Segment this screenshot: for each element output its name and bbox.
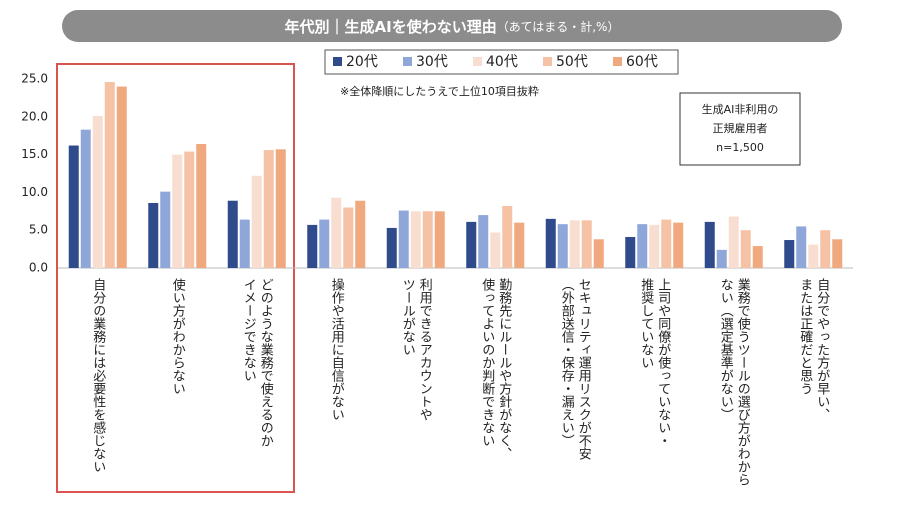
bar bbox=[728, 216, 739, 268]
bar bbox=[116, 86, 127, 268]
bar bbox=[398, 210, 409, 268]
bar bbox=[716, 249, 727, 268]
legend-swatch bbox=[403, 57, 412, 66]
legend-label: 30代 bbox=[416, 54, 448, 70]
bar bbox=[752, 246, 763, 268]
bar bbox=[263, 150, 274, 268]
bar bbox=[251, 175, 262, 268]
chart-title: 年代別｜生成AIを使わない理由（あてはまる・計,%） bbox=[285, 18, 620, 36]
bar bbox=[784, 240, 795, 268]
x-tick-label: ない（選定基準がない） bbox=[718, 278, 734, 421]
bar bbox=[514, 222, 525, 268]
bar bbox=[569, 220, 580, 268]
sample-text: 生成AI非利用の bbox=[702, 102, 779, 116]
y-tick-label: 15.0 bbox=[21, 147, 48, 161]
bar bbox=[637, 224, 648, 268]
bar bbox=[68, 145, 79, 268]
bar bbox=[649, 224, 660, 268]
bar bbox=[422, 211, 433, 268]
legend-swatch bbox=[613, 57, 622, 66]
x-tick-label: 利用できるアカウントや bbox=[417, 278, 433, 421]
x-tick-label: 推奨していない bbox=[638, 278, 654, 369]
bar bbox=[502, 206, 513, 268]
bar bbox=[184, 151, 195, 268]
y-tick-label: 5.0 bbox=[29, 223, 48, 237]
bar bbox=[196, 144, 207, 268]
x-tick-label: ツールがない bbox=[400, 278, 416, 356]
x-tick-label: 使ってよいのか判断できない bbox=[479, 277, 495, 447]
bar bbox=[466, 221, 477, 268]
highlight-box bbox=[56, 63, 295, 493]
bar bbox=[343, 207, 354, 268]
x-tick-label: 自分の業務には必要性を感じない bbox=[90, 278, 106, 473]
sample-text: 正規雇用者 bbox=[713, 121, 768, 135]
bar bbox=[386, 227, 397, 268]
bar bbox=[148, 202, 159, 268]
bar bbox=[478, 215, 489, 268]
bar bbox=[593, 239, 604, 268]
bar bbox=[92, 116, 103, 268]
bar bbox=[331, 197, 342, 268]
bar bbox=[704, 221, 715, 268]
bar bbox=[740, 230, 751, 268]
bar bbox=[808, 244, 819, 268]
bar bbox=[227, 200, 238, 268]
bar bbox=[160, 191, 171, 268]
y-tick-label: 20.0 bbox=[21, 109, 48, 123]
x-tick-label: どのような業務で使えるのか bbox=[258, 278, 274, 447]
bar bbox=[80, 129, 91, 268]
y-tick-label: 10.0 bbox=[21, 185, 48, 199]
y-tick-label: 0.0 bbox=[29, 261, 48, 275]
bar bbox=[307, 224, 318, 268]
bar bbox=[581, 220, 592, 268]
bar bbox=[832, 239, 843, 268]
subtitle: （あてはまる・計,%） bbox=[497, 19, 620, 34]
x-tick-label: 勤務先にルールや方針がなく、 bbox=[496, 278, 512, 460]
legend-label: 40代 bbox=[486, 54, 518, 70]
bar bbox=[275, 149, 286, 268]
x-tick-label: 操作や活用に自信がない bbox=[329, 277, 345, 421]
bar bbox=[625, 237, 636, 268]
legend-swatch bbox=[473, 57, 482, 66]
legend-label: 60代 bbox=[626, 54, 658, 70]
bar bbox=[490, 232, 501, 268]
x-tick-label: 使い方がわからない bbox=[170, 277, 186, 395]
bar bbox=[545, 218, 556, 268]
sample-text: n=1,500 bbox=[716, 141, 764, 154]
title-bar bbox=[62, 10, 842, 42]
bar bbox=[434, 211, 445, 268]
bar bbox=[239, 219, 250, 268]
bar bbox=[319, 219, 330, 268]
bar bbox=[661, 219, 672, 268]
legend-swatch bbox=[333, 57, 342, 66]
x-tick-label: （外部送信・保存・漏えい） bbox=[559, 278, 575, 447]
bar bbox=[410, 211, 421, 268]
bar bbox=[820, 230, 831, 268]
y-tick-label: 25.0 bbox=[21, 72, 48, 86]
x-tick-label: または正確だと思う bbox=[797, 278, 813, 395]
bar bbox=[104, 82, 115, 268]
bar bbox=[673, 222, 684, 268]
x-tick-label: 業務で使うツールの選び方がわから bbox=[735, 277, 751, 486]
bar bbox=[172, 154, 183, 268]
bar bbox=[557, 224, 568, 268]
sample-box bbox=[679, 92, 801, 166]
legend-label: 20代 bbox=[346, 54, 378, 70]
bar bbox=[355, 200, 366, 268]
x-tick-label: セキュリティ運用リスクが不安 bbox=[576, 278, 592, 460]
legend-label: 50代 bbox=[556, 54, 588, 70]
title-main: 年代別｜生成AIを使わない理由 bbox=[285, 18, 497, 36]
bar bbox=[796, 226, 807, 268]
x-tick-label: 自分でやった方が早い、 bbox=[814, 278, 830, 421]
x-tick-label: 上司や同僚が使っていない・ bbox=[655, 278, 671, 447]
legend-swatch bbox=[543, 57, 552, 66]
x-tick-label: イメージできない bbox=[241, 278, 256, 382]
note: ※全体降順にしたうえで上位10項目抜粋 bbox=[340, 84, 539, 98]
